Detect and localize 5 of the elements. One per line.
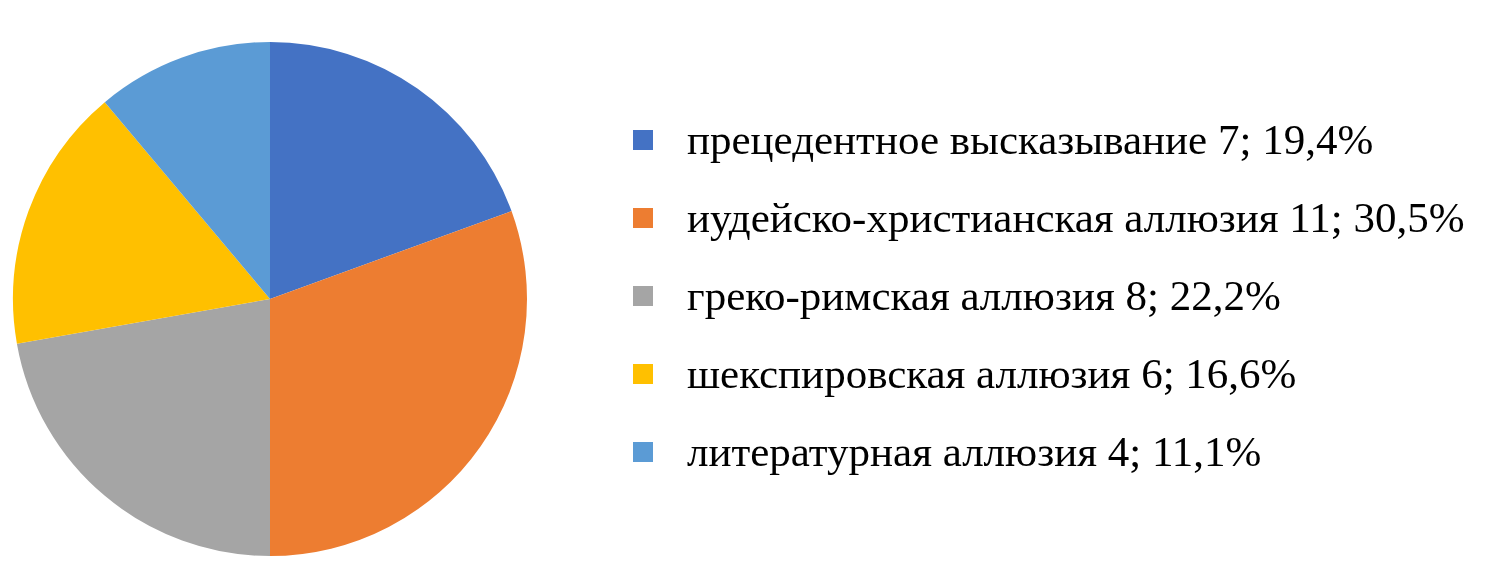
legend-label: прецедентное высказывание 7; 19,4% <box>687 116 1374 164</box>
legend-label: шекспировская аллюзия 6; 16,6% <box>687 350 1297 398</box>
legend-label: иудейско-христианская аллюзия 11; 30,5% <box>687 194 1465 242</box>
legend-label: литературная аллюзия 4; 11,1% <box>687 428 1262 476</box>
legend-label: греко-римская аллюзия 8; 22,2% <box>687 272 1281 320</box>
